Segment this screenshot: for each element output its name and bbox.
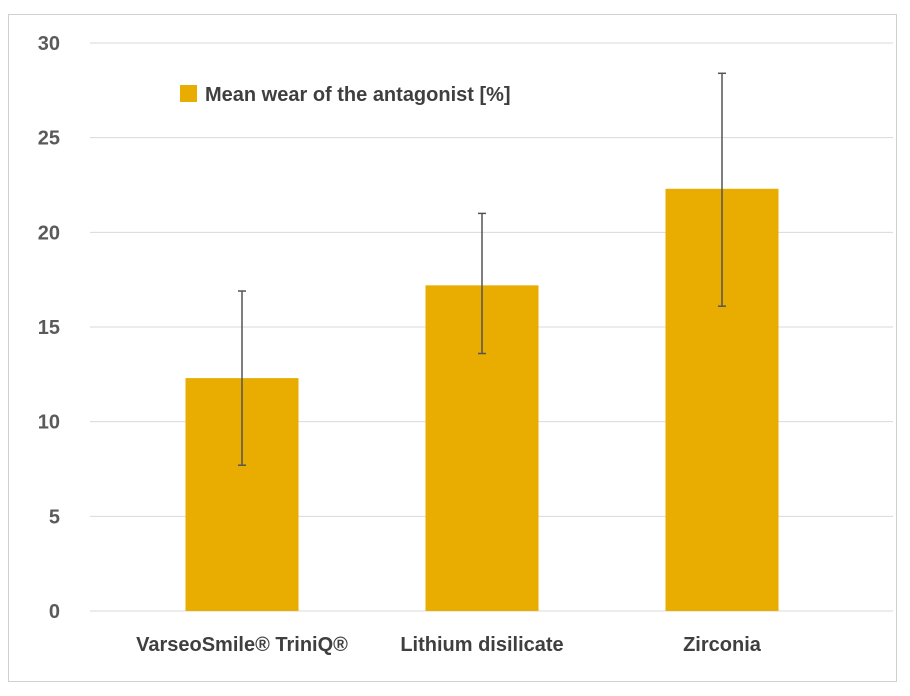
error-bar (478, 212, 486, 355)
y-tick-label: 10 (38, 412, 60, 434)
y-tick-label: 15 (38, 317, 60, 339)
x-category-label: VarseoSmile® TriniQ® (136, 634, 348, 656)
x-category-label: Zirconia (683, 634, 762, 656)
error-bar (718, 72, 726, 307)
y-tick-label: 25 (38, 128, 60, 150)
x-category-label: Lithium disilicate (400, 634, 563, 656)
x-axis-labels: VarseoSmile® TriniQ® Lithium disilicate Zi… (136, 634, 762, 656)
legend-swatch (180, 85, 197, 102)
y-tick-label: 30 (38, 33, 60, 55)
legend: Mean wear of the antagonist [%] (180, 84, 511, 106)
legend-label: Mean wear of the antagonist [%] (205, 84, 511, 106)
y-axis-ticks: 0 5 10 15 20 25 30 (38, 33, 60, 623)
y-tick-label: 5 (49, 506, 60, 528)
y-tick-label: 0 (49, 601, 60, 623)
error-bar (238, 290, 246, 466)
error-bars (238, 72, 726, 466)
y-tick-label: 20 (38, 222, 60, 244)
